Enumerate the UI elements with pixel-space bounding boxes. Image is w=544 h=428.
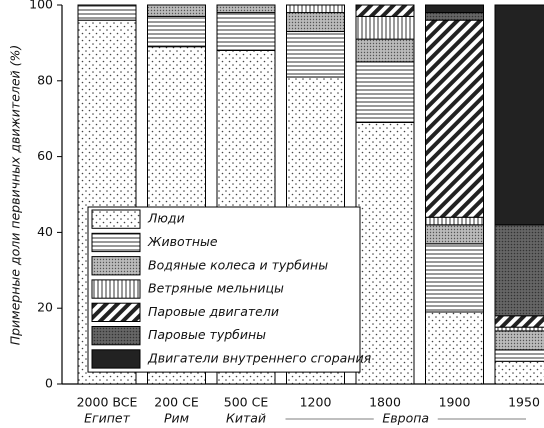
bar-segment xyxy=(425,12,484,21)
x-tick-label: 1950 xyxy=(508,395,540,410)
x-tick-label: 1900 xyxy=(439,395,471,410)
legend-label: Двигатели внутреннего сгорания xyxy=(147,350,372,365)
bar-segment xyxy=(286,31,345,78)
bar-segment xyxy=(355,4,415,17)
bar-segment xyxy=(425,224,484,245)
legend-swatch xyxy=(91,256,141,276)
category-group-label: Египет xyxy=(84,411,130,426)
y-tick-label: 20 xyxy=(37,300,53,315)
bar-segment xyxy=(355,61,415,123)
legend-label: Ветряные мельницы xyxy=(148,281,284,296)
bar-segment xyxy=(355,15,415,40)
legend-swatch xyxy=(91,302,141,323)
category-group-label: Рим xyxy=(164,411,189,426)
y-tick-label: 60 xyxy=(37,148,53,163)
bar-segment xyxy=(216,12,276,51)
bar-segment xyxy=(147,4,206,17)
legend-label: Паровые двигатели xyxy=(148,304,279,319)
x-tick-label: 1200 xyxy=(300,395,332,410)
y-axis-label: Примерные доли первичных движителей (%) xyxy=(8,45,23,346)
bar-segment xyxy=(216,4,276,14)
legend-label: Водяные колеса и турбины xyxy=(148,257,328,272)
category-group-label: Китай xyxy=(226,411,266,426)
x-tick-label: 2000 BCE xyxy=(77,395,138,410)
x-tick-label: 200 CE xyxy=(154,395,199,410)
legend-label: Животные xyxy=(147,234,218,249)
bar-segment xyxy=(425,216,484,226)
legend-swatch xyxy=(91,279,141,299)
bar-segment xyxy=(494,4,544,226)
legend-label: Паровые турбины xyxy=(148,327,266,342)
legend-swatch xyxy=(91,349,141,369)
bar-segment xyxy=(425,243,484,313)
bar-segment xyxy=(494,315,544,328)
bar-segment xyxy=(355,38,415,63)
legend-swatch xyxy=(91,326,141,346)
bar-segment xyxy=(286,12,345,33)
bar-segment xyxy=(286,4,345,14)
bar-segment xyxy=(494,224,544,317)
legend-swatch xyxy=(91,209,141,229)
category-group-label: Европа xyxy=(382,411,429,426)
x-tick-label: 500 CE xyxy=(224,395,269,410)
y-tick-label: 40 xyxy=(37,224,53,239)
legend-label: Люди xyxy=(147,211,185,226)
bar-segment xyxy=(494,330,544,351)
y-tick-label: 100 xyxy=(29,0,53,12)
x-tick-label: 1800 xyxy=(369,395,401,410)
bar-segment xyxy=(147,15,206,48)
bar-segment xyxy=(425,19,484,218)
bar-segment xyxy=(494,360,544,385)
y-tick-label: 80 xyxy=(37,72,53,87)
bar-segment xyxy=(425,4,484,14)
bar-segment xyxy=(355,121,415,385)
legend-swatch xyxy=(91,232,141,253)
bar-segment xyxy=(425,311,484,385)
bar-segment xyxy=(494,326,544,332)
bar-segment xyxy=(494,349,544,362)
y-tick-label: 0 xyxy=(45,376,53,391)
bar-segment xyxy=(77,4,137,21)
